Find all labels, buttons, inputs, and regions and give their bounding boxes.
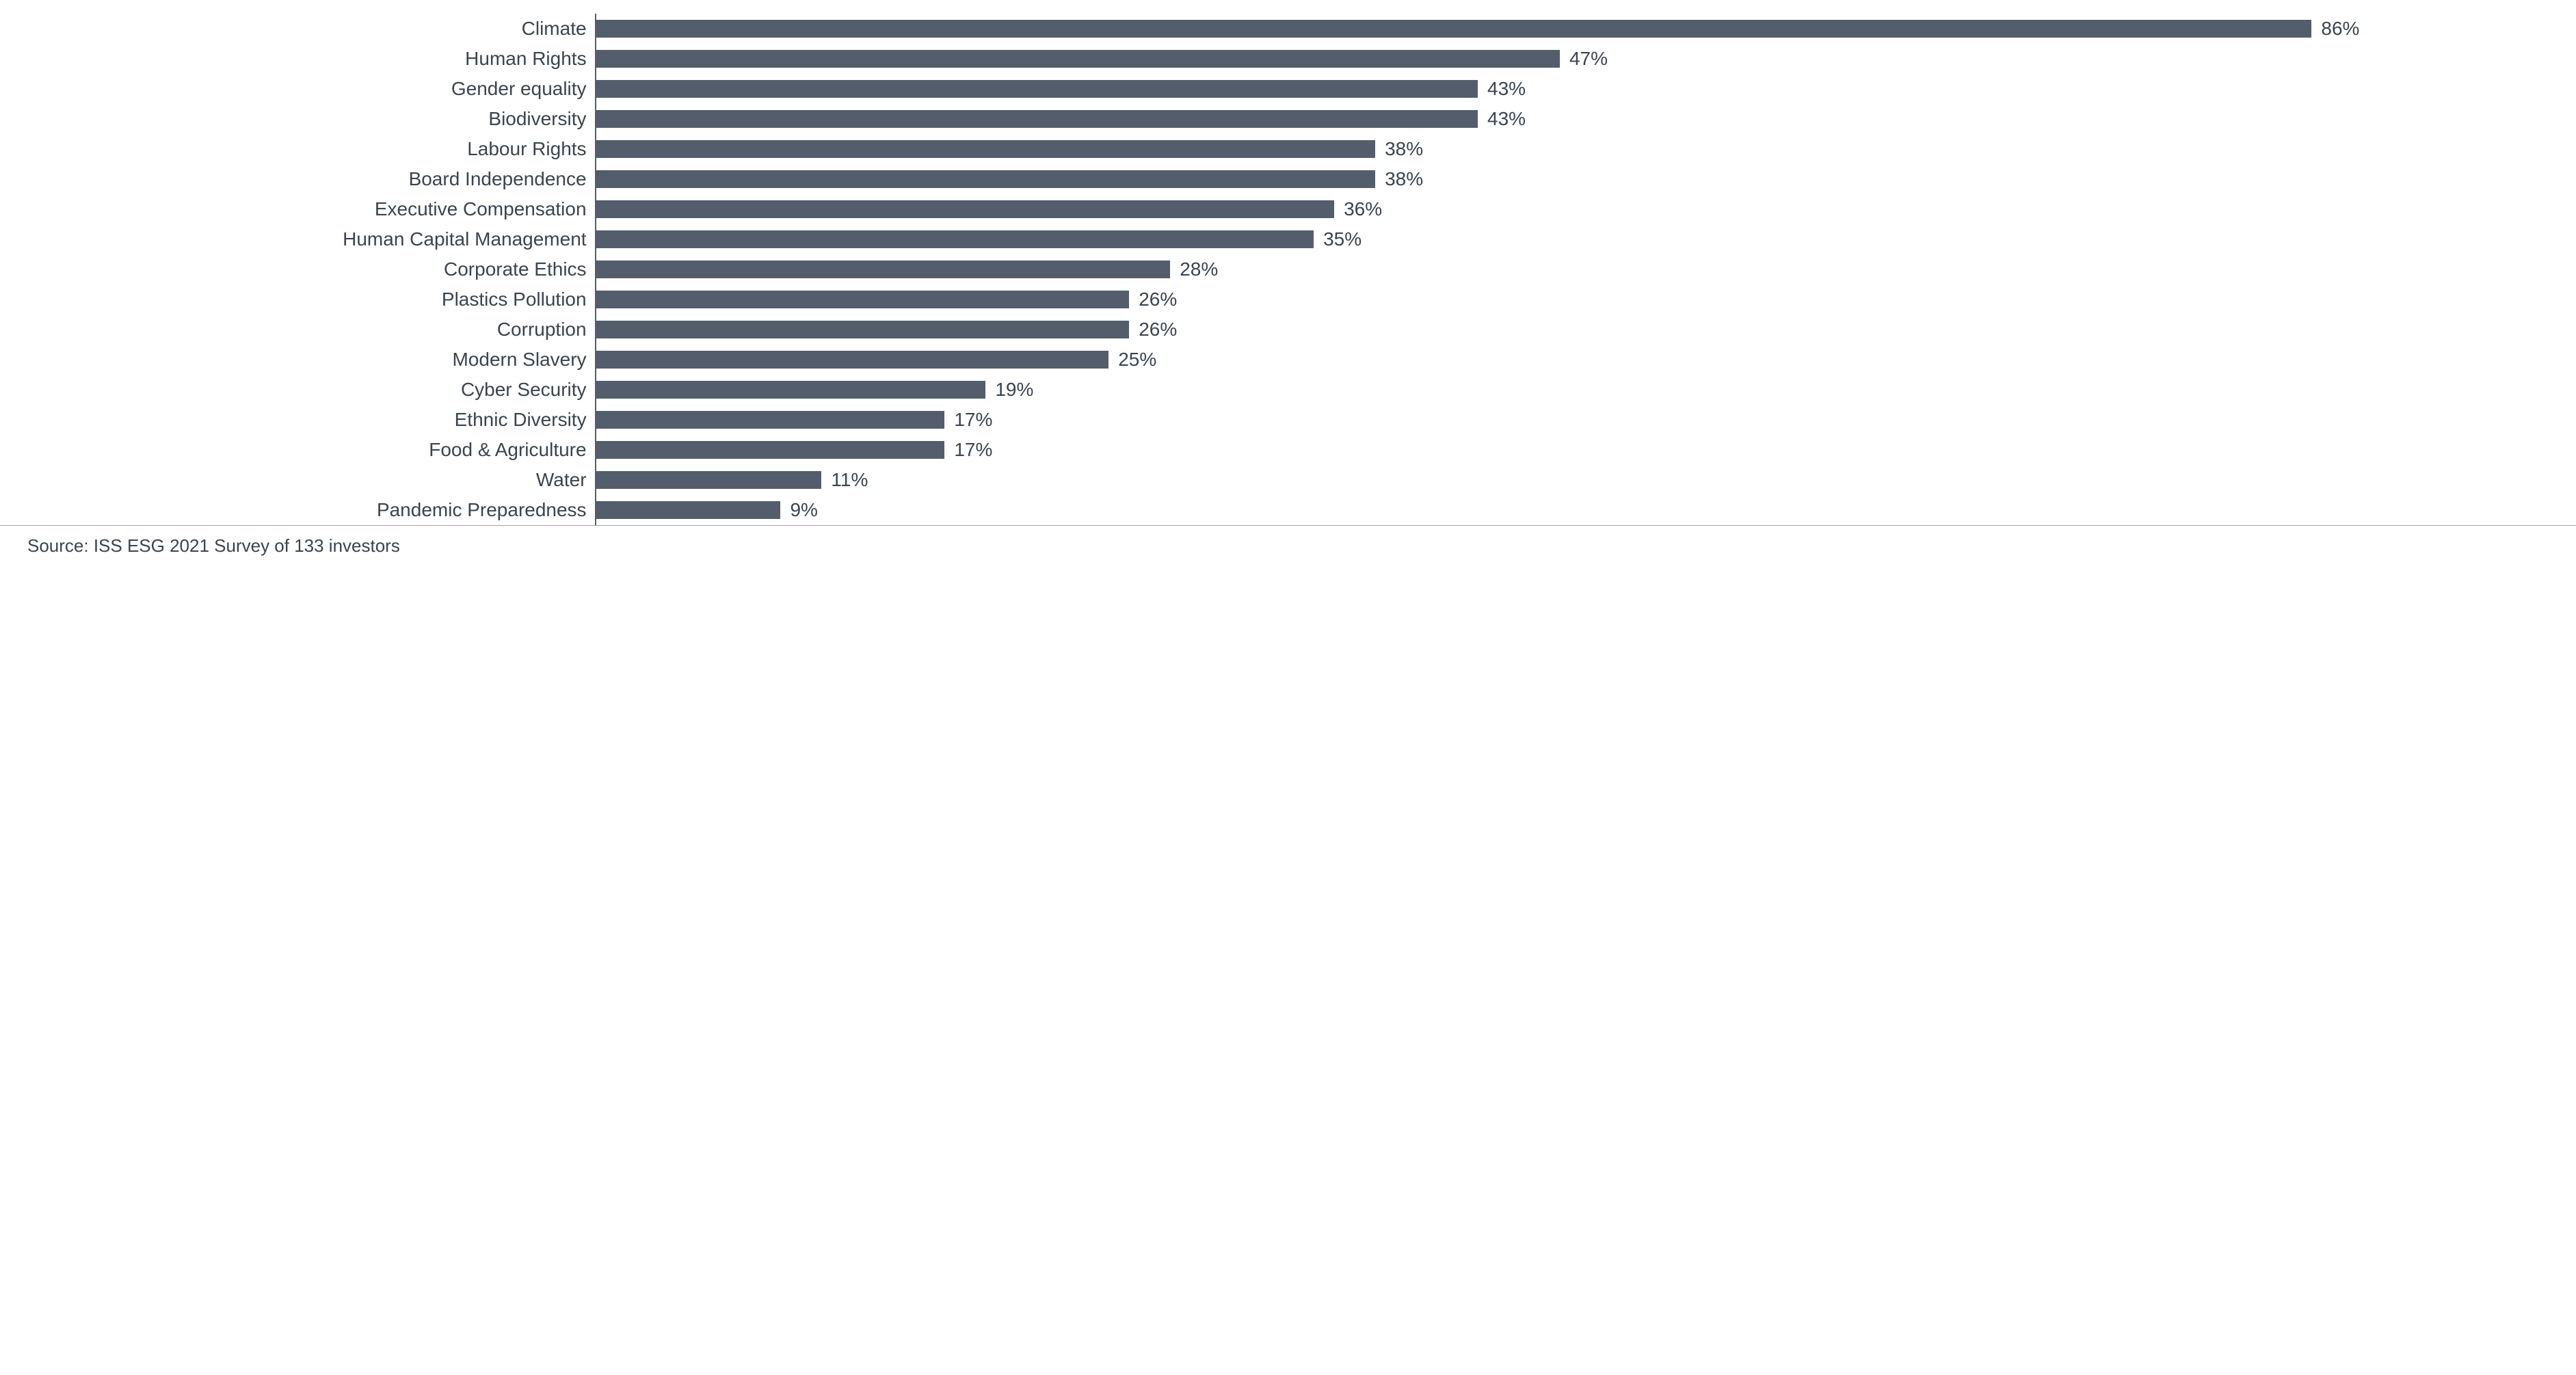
value-label: 38% — [1375, 170, 1423, 189]
bar-row: Food & Agriculture17% — [596, 435, 2360, 465]
value-label: 26% — [1129, 320, 1177, 339]
value-label: 25% — [1108, 350, 1156, 369]
bar — [596, 140, 1376, 158]
value-label: 9% — [780, 500, 817, 520]
bar-row: Human Rights47% — [596, 44, 2360, 74]
category-label: Human Rights — [465, 49, 596, 68]
value-label: 47% — [1560, 49, 1608, 68]
value-label: 11% — [821, 470, 868, 490]
bar-row: Plastics Pollution26% — [596, 284, 2360, 315]
value-label: 17% — [944, 440, 992, 459]
bar-row: Ethnic Diversity17% — [596, 405, 2360, 435]
value-label: 43% — [1478, 109, 1526, 129]
value-label: 19% — [985, 380, 1033, 399]
bar — [596, 200, 1335, 218]
bar — [596, 501, 781, 519]
bar — [596, 351, 1109, 369]
bar — [596, 20, 2312, 38]
value-label: 38% — [1375, 139, 1423, 159]
chart-container: Climate86%Human Rights47%Gender equality… — [0, 0, 2576, 525]
bar — [596, 50, 1560, 68]
bar-chart: Climate86%Human Rights47%Gender equality… — [595, 14, 2360, 525]
category-label: Labour Rights — [467, 139, 596, 159]
bar — [596, 471, 822, 489]
bar-row: Corporate Ethics28% — [596, 254, 2360, 284]
category-label: Plastics Pollution — [442, 290, 596, 309]
bar-row: Modern Slavery25% — [596, 345, 2360, 375]
category-label: Climate — [522, 19, 596, 38]
bar — [596, 381, 986, 399]
value-label: 28% — [1170, 260, 1218, 279]
value-label: 35% — [1314, 230, 1362, 249]
bar — [596, 321, 1130, 338]
category-label: Pandemic Preparedness — [377, 500, 596, 520]
category-label: Corporate Ethics — [444, 260, 596, 279]
category-label: Executive Compensation — [375, 200, 596, 219]
bar-row: Labour Rights38% — [596, 134, 2360, 164]
bar-row: Biodiversity43% — [596, 104, 2360, 134]
bar-row: Pandemic Preparedness9% — [596, 495, 2360, 525]
bar — [596, 411, 945, 429]
value-label: 43% — [1478, 79, 1526, 98]
category-label: Ethnic Diversity — [455, 410, 596, 429]
value-label: 86% — [2311, 19, 2359, 38]
bar — [596, 441, 945, 459]
bar-row: Board Independence38% — [596, 164, 2360, 194]
category-label: Gender equality — [451, 79, 596, 98]
bar — [596, 170, 1376, 188]
bar-row: Climate86% — [596, 14, 2360, 44]
value-label: 26% — [1129, 290, 1177, 309]
value-label: 36% — [1334, 200, 1382, 219]
category-label: Food & Agriculture — [429, 440, 596, 459]
bar — [596, 80, 1478, 98]
source-caption: Source: ISS ESG 2021 Survey of 133 inves… — [27, 535, 2549, 557]
category-label: Modern Slavery — [452, 350, 596, 369]
bar-row: Human Capital Management35% — [596, 224, 2360, 254]
bar-row: Gender equality43% — [596, 74, 2360, 104]
bar — [596, 291, 1130, 308]
category-label: Human Capital Management — [343, 230, 596, 249]
chart-footer: Source: ISS ESG 2021 Survey of 133 inves… — [0, 525, 2576, 570]
bar — [596, 261, 1171, 278]
bar-row: Executive Compensation36% — [596, 194, 2360, 224]
category-label: Biodiversity — [488, 109, 596, 129]
bar-row: Water11% — [596, 465, 2360, 495]
bar-row: Corruption26% — [596, 315, 2360, 345]
value-label: 17% — [944, 410, 992, 429]
bar — [596, 230, 1314, 248]
category-label: Corruption — [497, 320, 596, 339]
category-label: Water — [536, 470, 596, 490]
category-label: Cyber Security — [461, 380, 596, 399]
bar-row: Cyber Security19% — [596, 375, 2360, 405]
category-label: Board Independence — [409, 170, 596, 189]
bar — [596, 110, 1478, 128]
